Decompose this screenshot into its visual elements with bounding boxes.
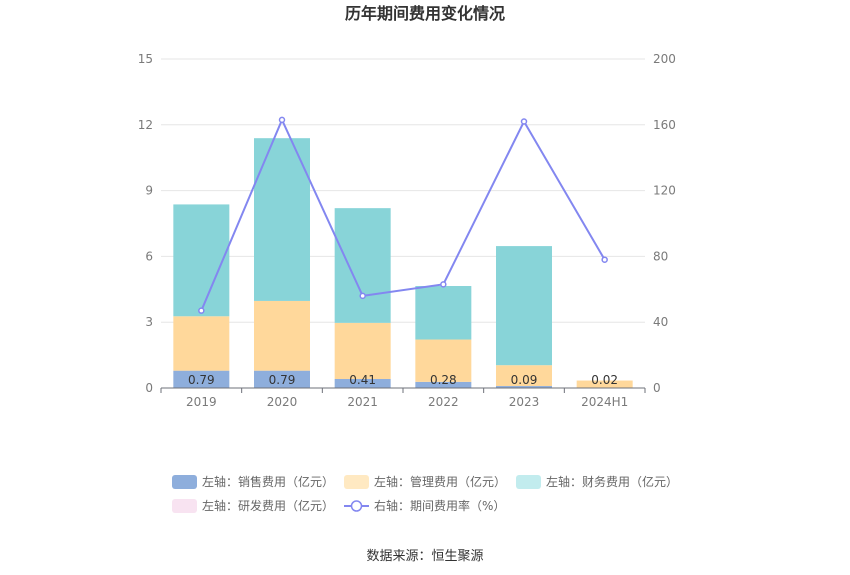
left-tick-label: 15: [138, 52, 153, 66]
bars: [173, 138, 633, 388]
legend-label: 右轴：期间费用率（%）: [374, 498, 505, 513]
right-tick-label: 160: [653, 118, 676, 132]
left-tick-label: 12: [138, 118, 153, 132]
rate-point[interactable]: [198, 307, 205, 314]
legend-label: 左轴：研发费用（亿元）: [202, 498, 334, 513]
legend-label: 左轴：管理费用（亿元）: [374, 474, 506, 489]
bar-segment-finance[interactable]: [334, 208, 391, 323]
rate-point[interactable]: [440, 281, 447, 288]
bar-segment-admin[interactable]: [576, 380, 633, 388]
right-tick-label: 0: [653, 381, 661, 395]
x-tick-label: 2021: [347, 395, 378, 409]
legend-swatch: [516, 475, 541, 489]
legend-circle-symbol: [350, 500, 363, 512]
legend-item[interactable]: 右轴：期间费用率（%）: [344, 498, 505, 513]
rate-point[interactable]: [520, 118, 528, 125]
bar-segment-admin[interactable]: [334, 322, 391, 380]
bar-data-label: 0.41: [349, 373, 376, 387]
bar-segment-admin[interactable]: [254, 300, 310, 371]
x-axis: 2019 2020 2021 2022 2023 2024H1: [160, 387, 646, 409]
bar-segment-admin[interactable]: [496, 365, 552, 387]
bar-segment-admin[interactable]: [173, 316, 230, 371]
bar-segment-finance[interactable]: [415, 286, 472, 340]
bar-segment-finance[interactable]: [496, 246, 552, 366]
bar-segment-sales[interactable]: [496, 386, 552, 388]
grid: [161, 58, 645, 323]
legend-label: 左轴：财务费用（亿元）: [546, 474, 678, 489]
legend[interactable]: 左轴：销售费用（亿元） 左轴：管理费用（亿元） 左轴：财务费用（亿元） 左轴：研发费用…: [172, 474, 678, 513]
rate-point[interactable]: [278, 116, 286, 124]
bar-segment-admin[interactable]: [415, 339, 472, 382]
bar-segment-sales[interactable]: [254, 370, 310, 388]
right-axis: 0 40 80 120 160 200: [653, 52, 676, 395]
x-tick-label: 2022: [428, 395, 459, 409]
legend-swatch: [172, 499, 197, 513]
x-tick-label: 2020: [267, 395, 298, 409]
left-tick-label: 6: [145, 249, 153, 263]
bar-data-label: 0.79: [269, 373, 296, 387]
chart-title: 历年期间费用变化情况: [345, 4, 505, 23]
bar-segment-finance[interactable]: [173, 204, 230, 317]
bar-data-labels: 0.79 0.79 0.41 0.28 0.09 0.02: [188, 373, 618, 387]
x-tick-label: 2023: [509, 395, 540, 409]
rate-line-path: [200, 117, 606, 312]
source-note: 数据来源：恒生聚源: [366, 549, 483, 564]
bar-segment-sales[interactable]: [334, 379, 391, 388]
right-tick-label: 120: [653, 184, 676, 198]
legend-item[interactable]: 左轴：管理费用（亿元）: [344, 474, 506, 489]
x-tick-label: 2024H1: [581, 395, 628, 409]
left-tick-label: 0: [145, 381, 153, 395]
legend-label: 左轴：销售费用（亿元）: [202, 474, 334, 489]
rate-point[interactable]: [359, 292, 366, 300]
bar-data-label: 0.02: [591, 373, 618, 387]
left-axis: 0 3 6 9 12 15: [138, 52, 153, 395]
right-tick-label: 40: [653, 315, 668, 329]
bar-data-label: 0.28: [430, 373, 457, 387]
bar-segment-sales[interactable]: [415, 381, 472, 388]
bar-data-label: 0.79: [188, 373, 215, 387]
legend-swatch: [344, 475, 369, 489]
left-tick-label: 3: [145, 315, 153, 329]
bar-segment-sales[interactable]: [173, 370, 230, 388]
left-tick-label: 9: [145, 184, 153, 198]
right-tick-label: 80: [653, 249, 668, 263]
legend-swatch: [172, 475, 197, 489]
x-tick-label: 2019: [186, 395, 217, 409]
bar-data-label: 0.09: [511, 373, 538, 387]
legend-item[interactable]: 左轴：销售费用（亿元）: [172, 474, 334, 489]
rate-point[interactable]: [601, 256, 608, 263]
rate-line: [198, 116, 608, 314]
legend-item[interactable]: 左轴：财务费用（亿元）: [516, 474, 678, 489]
right-tick-label: 200: [653, 52, 676, 66]
legend-item[interactable]: 左轴：研发费用（亿元）: [172, 498, 334, 513]
